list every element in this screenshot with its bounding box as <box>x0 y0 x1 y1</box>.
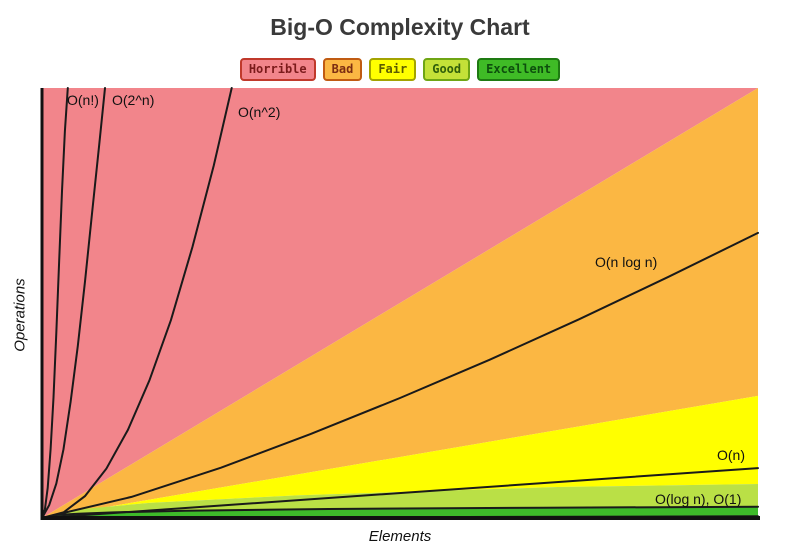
curve-label-log-n-const: O(log n), O(1) <box>655 491 742 507</box>
region-excellent <box>42 506 758 518</box>
curve-logn <box>41 505 759 519</box>
legend-badge-bad: Bad <box>322 58 363 82</box>
curve-nlogn <box>41 231 759 519</box>
legend-badge-fair: Fair <box>369 58 417 82</box>
curve-n <box>41 467 759 519</box>
region-fair <box>42 395 758 518</box>
legend-badge-excellent: Excellent <box>477 58 561 82</box>
curve-label-2-pow-n: O(2^n) <box>112 92 155 108</box>
rating-legend: Horrible Bad Fair Good Excellent <box>0 58 800 82</box>
region-bad <box>42 88 758 518</box>
page-title: Big-O Complexity Chart <box>270 14 530 40</box>
legend-badge-good: Good <box>423 58 471 82</box>
curve-two_n <box>41 87 106 519</box>
curve-label-n-factorial: O(n!) <box>67 92 99 108</box>
curve-label-n-squared: O(n^2) <box>238 104 281 120</box>
curve-label-n: O(n) <box>717 447 745 463</box>
legend-badge-horrible: Horrible <box>239 58 316 82</box>
curve-nsq <box>41 87 233 519</box>
curve-nfact <box>41 87 69 519</box>
y-axis-label: Operations <box>11 278 29 352</box>
x-axis-label: Elements <box>368 528 432 545</box>
curve-label-n-log-n: O(n log n) <box>595 254 658 270</box>
